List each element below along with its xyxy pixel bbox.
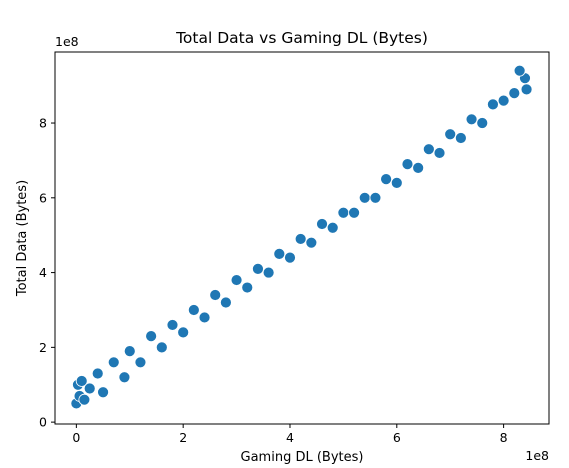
scatter-point (487, 98, 499, 111)
scatter-point (422, 143, 435, 156)
y-axis-title: Total Data (Bytes) (15, 180, 30, 297)
scatter-point (166, 319, 179, 331)
scatter-point (390, 176, 403, 189)
scatter-point (97, 386, 109, 399)
points-layer (70, 64, 533, 410)
scatter-point (187, 304, 200, 316)
y-tick-label: 6 (39, 190, 47, 205)
scatter-point (401, 158, 414, 171)
scatter-point (337, 206, 350, 219)
y-tick-label: 2 (39, 340, 47, 355)
scatter-point (252, 262, 264, 275)
scatter-point (508, 87, 521, 100)
x-tick-label: 8 (500, 430, 508, 445)
scatter-point (294, 233, 307, 245)
scatter-point (273, 247, 286, 260)
scatter-point (177, 326, 190, 339)
x-axis-title: Gaming DL (Bytes) (241, 450, 364, 465)
x-axis-ticks: 0 2 4 6 8 (72, 424, 508, 445)
y-tick-label: 4 (39, 265, 47, 280)
chart-title: Total Data vs Gaming DL (Bytes) (175, 29, 428, 47)
scatter-point (241, 281, 254, 294)
scatter-point (230, 274, 243, 286)
scatter-point (123, 345, 136, 357)
scatter-point (107, 356, 120, 369)
y-tick-label: 8 (39, 116, 47, 131)
scatter-point (75, 375, 88, 387)
scatter-point (78, 393, 91, 406)
scatter-point (326, 221, 339, 234)
scatter-point (444, 128, 457, 141)
scatter-point (513, 64, 526, 77)
scatter-point (155, 341, 168, 354)
scatter-point (348, 206, 360, 219)
scatter-point (476, 117, 489, 129)
y-axis-ticks: 0 2 4 6 8 (39, 116, 55, 430)
scatter-point (412, 161, 425, 174)
scatter-point (91, 367, 104, 380)
scatter-point (358, 191, 371, 204)
scatter-point (520, 83, 533, 96)
scatter-point (219, 296, 232, 309)
scatter-point (454, 132, 467, 144)
scatter-point (145, 330, 158, 343)
scatter-point (316, 218, 328, 230)
scatter-point (198, 311, 211, 324)
scatter-point (118, 371, 131, 384)
y-offset-label: 1e8 (55, 34, 79, 49)
scatter-point (433, 147, 446, 159)
scatter-point (209, 289, 222, 301)
plot-frame (54, 51, 550, 425)
scatter-point (305, 236, 318, 249)
y-tick-label: 0 (39, 415, 47, 430)
x-offset-label: 1e8 (525, 448, 549, 463)
scatter-point (497, 94, 510, 107)
x-tick-label: 4 (286, 430, 294, 445)
scatter-point (262, 266, 275, 279)
x-tick-label: 2 (179, 430, 187, 445)
scatter-point (369, 191, 382, 204)
scatter-point (465, 113, 478, 126)
scatter-point (380, 173, 393, 186)
x-tick-label: 0 (72, 430, 80, 445)
x-tick-label: 6 (393, 430, 401, 445)
scatter-point (284, 251, 296, 264)
scatter-point (134, 356, 147, 369)
scatter-point (83, 382, 96, 395)
